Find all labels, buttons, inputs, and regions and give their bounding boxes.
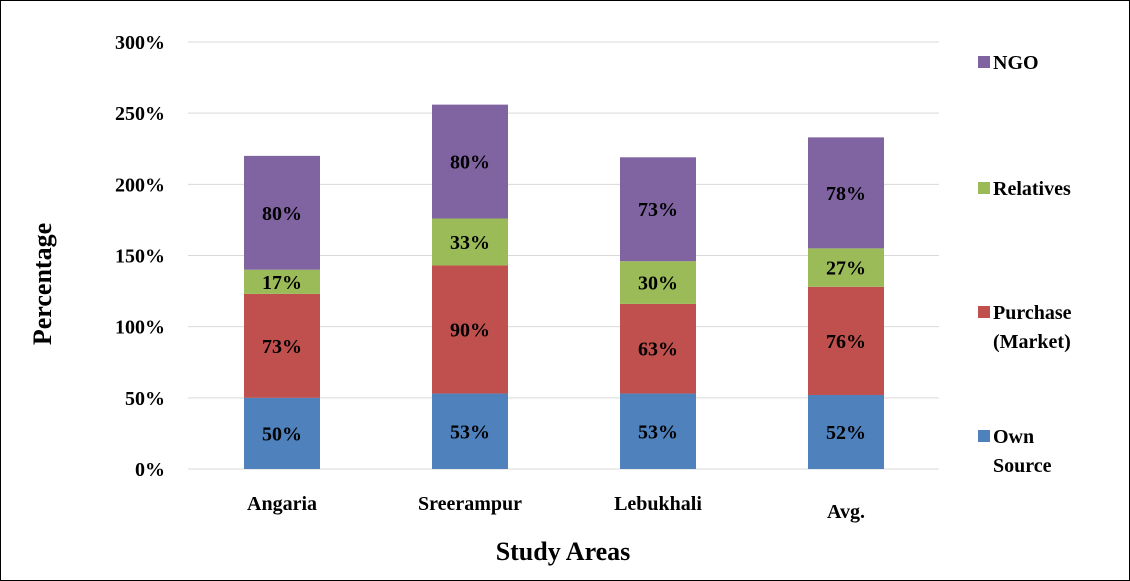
legend-label: Relatives xyxy=(993,178,1071,200)
bar-segment xyxy=(432,265,508,394)
data-label: 52% xyxy=(826,422,866,444)
bar-stack: 53% 90% 33% 80% xyxy=(432,104,508,469)
bar-segment xyxy=(432,218,508,266)
bar-segment xyxy=(244,293,320,398)
bar-segment xyxy=(620,261,696,304)
x-category-label: Avg. xyxy=(827,501,865,523)
bars: 50% 73% 17% 80% 53% 90% 33% 80% 53% 63% 30% 73% 52% 7… xyxy=(244,104,884,469)
bar-segment xyxy=(244,155,320,270)
bar-segment xyxy=(620,303,696,394)
legend-item: Relatives xyxy=(978,178,1071,200)
bar-segment xyxy=(808,137,884,249)
data-label: 53% xyxy=(638,421,678,443)
x-axis-title: Study Areas xyxy=(496,537,631,566)
legend-item: NGO xyxy=(978,52,1039,74)
y-tick-label: 50% xyxy=(125,388,165,410)
legend-label: NGO xyxy=(993,52,1039,74)
data-label: 17% xyxy=(262,272,302,294)
bar-stack: 53% 63% 30% 73% xyxy=(620,157,696,469)
bar-segment xyxy=(620,393,696,469)
y-tick-label: 150% xyxy=(115,246,165,268)
bar-segment xyxy=(244,397,320,469)
data-label: 80% xyxy=(262,203,302,225)
legend-swatch xyxy=(978,306,990,318)
legend-swatch xyxy=(978,430,990,442)
bar-stack: 52% 76% 27% 78% xyxy=(808,137,884,469)
data-label: 73% xyxy=(638,199,678,221)
bar-segment xyxy=(432,393,508,469)
bar-stack: 50% 73% 17% 80% xyxy=(244,155,320,469)
x-category-label: Sreerampur xyxy=(418,493,522,515)
y-axis-title: Percentage xyxy=(28,223,57,345)
data-label: 30% xyxy=(638,273,678,295)
data-label: 33% xyxy=(450,232,490,254)
data-label: 63% xyxy=(638,339,678,361)
data-label: 73% xyxy=(262,336,302,358)
bar-segment xyxy=(620,157,696,262)
y-tick-label: 250% xyxy=(115,103,165,125)
x-category-label: Lebukhali xyxy=(614,493,702,515)
legend-item: Purchase (Market) xyxy=(978,302,1072,353)
legend-label: (Market) xyxy=(993,331,1071,353)
y-tick-label: 0% xyxy=(135,459,165,481)
x-axis-categories: Angaria Sreerampur Lebukhali Avg. xyxy=(247,493,865,523)
legend-swatch xyxy=(978,56,990,68)
y-axis-ticks: 0% 50% 100% 150% 200% 250% 300% xyxy=(115,32,165,481)
y-tick-label: 100% xyxy=(115,317,165,339)
legend-label: Own xyxy=(993,426,1034,448)
bar-segment xyxy=(808,286,884,395)
legend-label: Source xyxy=(993,455,1052,477)
y-tick-label: 200% xyxy=(115,174,165,196)
data-label: 80% xyxy=(450,152,490,174)
bar-segment xyxy=(808,394,884,469)
x-category-label: Angaria xyxy=(247,493,317,515)
bar-segment xyxy=(808,248,884,287)
data-label: 78% xyxy=(826,183,866,205)
y-tick-label: 300% xyxy=(115,32,165,54)
legend-item: Own Source xyxy=(978,426,1052,477)
bar-segment xyxy=(432,104,508,219)
data-label: 27% xyxy=(826,258,866,280)
legend-label: Purchase xyxy=(993,302,1072,324)
legend-swatch xyxy=(978,182,990,194)
data-label: 50% xyxy=(262,423,302,445)
data-label: 53% xyxy=(450,421,490,443)
data-label: 90% xyxy=(450,320,490,342)
legend: NGO Relatives Purchase (Market) Own Source xyxy=(978,52,1072,477)
bar-segment xyxy=(244,269,320,294)
data-label: 76% xyxy=(826,331,866,353)
